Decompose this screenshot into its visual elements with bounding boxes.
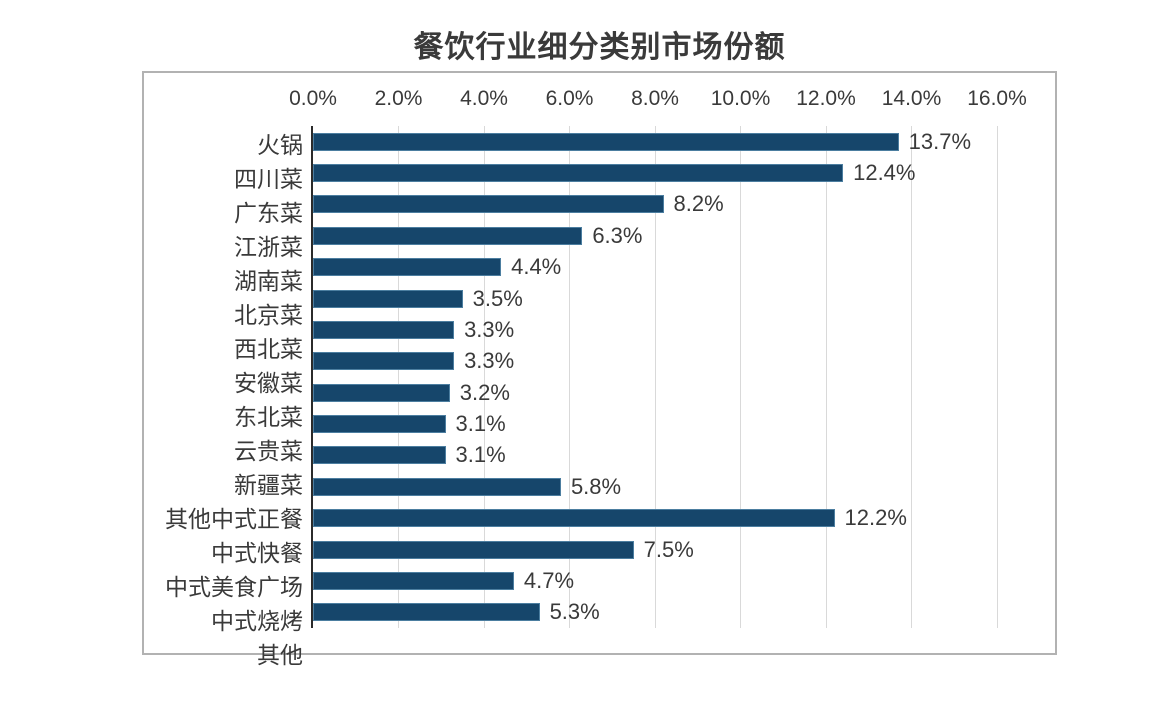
x-axis-tick: 6.0%: [545, 87, 594, 110]
bar: [313, 320, 455, 339]
bar-row: 3.1%: [313, 408, 997, 439]
bar-row: 3.1%: [313, 440, 997, 471]
chart-frame: 0.0% 2.0% 4.0% 6.0% 8.0% 10.0% 12.0% 14.0% 16.0%…: [142, 71, 1057, 668]
bar-row: 6.3%: [313, 220, 997, 251]
x-axis-tick: 12.0%: [796, 87, 856, 110]
category-label: 火锅: [257, 132, 303, 158]
gridline: [825, 126, 827, 628]
bar-row: 12.2%: [313, 503, 997, 534]
category-labels: 火锅 四川菜 广东菜 江浙菜 湖南菜 北京菜 西北菜 安徽菜 东北菜 云贵菜 新疆菜 其他中式正餐 中式…: [144, 126, 303, 668]
bar-value-label: 3.1%: [455, 442, 506, 468]
x-axis-tick: 14.0%: [881, 87, 942, 110]
bar: [313, 289, 463, 308]
bar-row: 12.4%: [313, 157, 997, 188]
plot-area: 13.7% 12.4% 8.2% 6.3% 4.4% 3.5% 3.3% 3.3% 3.2% 3.…: [311, 126, 998, 628]
x-axis: 0.0% 2.0% 4.0% 6.0% 8.0% 10.0% 12.0% 14.0% 16.0%: [144, 73, 1055, 123]
bar: [313, 132, 899, 151]
bar: [313, 540, 634, 559]
category-label: 其他中式正餐: [165, 506, 303, 532]
bar: [313, 352, 455, 371]
bar: [313, 509, 835, 528]
category-label: 东北菜: [234, 404, 303, 430]
category-label: 云贵菜: [234, 438, 303, 464]
bar-value-label: 3.5%: [472, 285, 523, 311]
bar-value-label: 5.8%: [570, 473, 622, 499]
category-label: 中式快餐: [211, 540, 303, 566]
bar-row: 3.2%: [313, 377, 997, 408]
bar-row: 4.7%: [313, 565, 997, 596]
gridline: [398, 126, 399, 628]
category-label: 其他: [257, 642, 303, 668]
bar-value-label: 12.4%: [853, 160, 916, 186]
bar: [313, 258, 502, 277]
bar-value-label: 3.2%: [459, 379, 510, 405]
category-label: 安徽菜: [234, 370, 303, 396]
bar-row: 7.5%: [313, 534, 997, 565]
bar: [313, 571, 514, 590]
chart-title: 餐饮行业细分类别市场份额: [413, 31, 786, 64]
category-label: 江浙菜: [234, 234, 303, 260]
category-label: 西北菜: [234, 336, 303, 362]
bar-value-label: 7.5%: [643, 536, 694, 562]
bar-row: 3.5%: [313, 283, 997, 314]
bar-row: 3.3%: [313, 314, 997, 345]
bar-value-label: 5.3%: [549, 599, 600, 625]
x-axis-tick: 16.0%: [967, 87, 1027, 110]
bar-value-label: 12.2%: [844, 505, 907, 531]
bar: [313, 383, 450, 402]
gridline: [654, 126, 656, 628]
bar: [313, 603, 540, 622]
category-label: 新疆菜: [234, 472, 303, 498]
x-axis-tick: 10.0%: [710, 87, 771, 110]
bar-row: 8.2%: [313, 189, 997, 220]
bar-row: 5.8%: [313, 471, 997, 502]
bar-value-label: 3.3%: [464, 348, 515, 374]
bar-value-label: 3.3%: [464, 316, 515, 342]
bar-rows: 13.7% 12.4% 8.2% 6.3% 4.4% 3.5% 3.3% 3.3% 3.2% 3.…: [313, 126, 997, 628]
category-label: 中式烧烤: [211, 608, 303, 634]
bar-row: 3.3%: [313, 346, 997, 377]
category-label: 湖南菜: [234, 268, 303, 294]
bar-value-label: 6.3%: [592, 222, 643, 248]
bar-value-label: 4.7%: [523, 567, 575, 593]
gridline: [740, 126, 741, 628]
bar-row: 5.3%: [313, 597, 997, 628]
bar-row: 13.7%: [313, 126, 997, 157]
bar: [313, 415, 446, 434]
category-label: 广东菜: [234, 200, 303, 226]
x-axis-tick: 2.0%: [374, 87, 423, 110]
bar: [313, 446, 446, 465]
bar: [313, 195, 664, 214]
category-label: 北京菜: [234, 302, 303, 328]
category-label: 中式美食广场: [165, 574, 303, 600]
gridline: [996, 126, 998, 628]
bar: [313, 226, 583, 245]
bar-value-label: 8.2%: [673, 191, 724, 217]
y-axis-line: [311, 126, 313, 628]
category-label: 四川菜: [234, 166, 303, 192]
gridline: [911, 126, 912, 628]
bar-value-label: 3.1%: [455, 411, 506, 437]
bar: [313, 164, 844, 183]
bar-value-label: 13.7%: [908, 128, 972, 154]
bar-value-label: 4.4%: [511, 254, 562, 280]
x-axis-tick: 4.0%: [460, 87, 508, 110]
bar-row: 4.4%: [313, 252, 997, 283]
gridline: [483, 126, 485, 628]
bar: [313, 477, 561, 496]
x-axis-tick: 8.0%: [631, 87, 679, 110]
gridline: [569, 126, 570, 628]
x-axis-tick: 0.0%: [289, 87, 337, 110]
